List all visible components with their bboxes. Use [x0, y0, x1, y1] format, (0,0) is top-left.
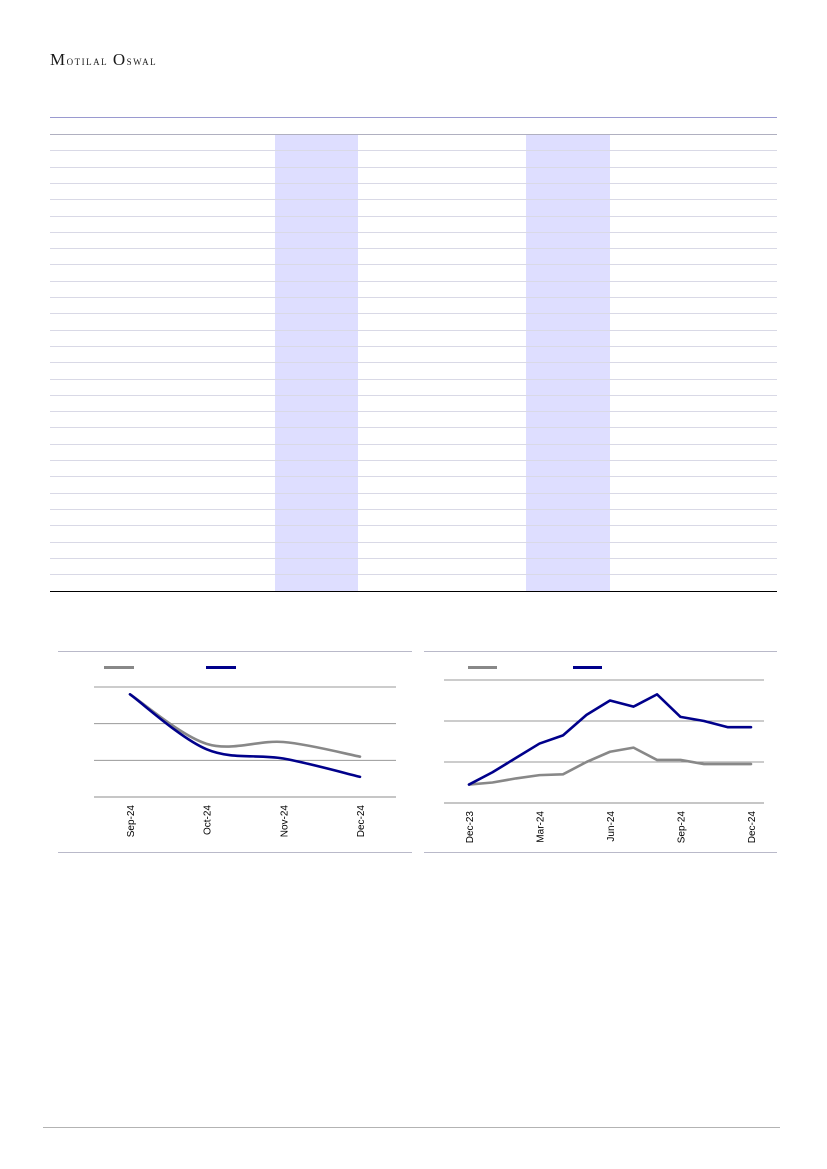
x-tick-label: Jun-24	[606, 811, 617, 842]
x-tick-label: Dec-23	[465, 811, 476, 844]
chart-right-plot: Dec-23 Mar-24 Jun-24 Sep-24 Dec-24	[444, 679, 764, 844]
table-row-rule	[50, 264, 777, 266]
x-tick-label: Sep-24	[126, 805, 137, 838]
x-tick-label: Nov-24	[279, 805, 290, 838]
table-bottom-rule	[50, 591, 777, 592]
legend-swatch-gray	[104, 666, 134, 669]
table-row-rule	[50, 182, 777, 184]
table-row-rule	[50, 345, 777, 347]
table-row-rule	[50, 362, 777, 364]
chart-left-plot: Sep-24 Oct-24 Nov-24 Dec-24	[94, 686, 396, 838]
table-top-rule	[50, 117, 777, 118]
series-line-navy	[128, 693, 362, 779]
table-row-rule	[50, 248, 777, 250]
chart-left-top-border	[58, 651, 412, 652]
footer-rule	[43, 1127, 780, 1128]
x-tick-label: Oct-24	[203, 805, 214, 835]
table-row-rule	[50, 427, 777, 429]
table-row-rule	[50, 476, 777, 478]
table-row-rule	[50, 557, 777, 559]
table-row-rule	[50, 150, 777, 152]
x-tick-label: Sep-24	[677, 811, 688, 844]
legend-swatch-gray	[468, 666, 497, 669]
x-tick-label: Dec-24	[356, 805, 367, 838]
series-line-gray	[467, 746, 753, 786]
x-tick-label: Mar-24	[536, 811, 547, 843]
table-row-rule	[50, 199, 777, 201]
chart-right-top-border	[424, 651, 777, 652]
table-row-rule	[50, 492, 777, 494]
table-row-rule	[50, 280, 777, 282]
table-row-rule	[50, 378, 777, 380]
brand-word-2: swal	[126, 53, 158, 68]
table-row-rule	[50, 231, 777, 233]
brand-initial-2: O	[112, 50, 127, 69]
table-row-rule	[50, 411, 777, 413]
chart-right: Dec-23 Mar-24 Jun-24 Sep-24 Dec-24	[424, 651, 777, 853]
chart-left: Sep-24 Oct-24 Nov-24 Dec-24	[58, 651, 412, 853]
table-row-rule	[50, 166, 777, 168]
table-row-rule	[50, 460, 777, 461]
brand-word-1: otilal	[66, 53, 109, 68]
brand-logo: Motilal Oswal	[50, 50, 157, 70]
table-row-rule	[50, 134, 777, 135]
x-tick-label: Dec-24	[747, 811, 758, 844]
table-row-rule	[50, 574, 777, 576]
legend-swatch-navy	[206, 666, 236, 669]
table-row-rule	[50, 329, 777, 331]
legend-swatch-navy	[573, 666, 602, 669]
table-row-rule	[50, 313, 777, 315]
table-row-rule	[50, 215, 777, 217]
table-row-rule	[50, 508, 777, 510]
table-row-rule	[50, 525, 777, 527]
chart-right-bottom-border	[424, 852, 777, 853]
data-table	[50, 117, 777, 592]
series-line-navy	[467, 693, 753, 786]
chart-left-bottom-border	[58, 852, 412, 853]
table-row-rule	[50, 394, 777, 396]
brand-initial-1: M	[50, 50, 67, 69]
table-row-rule	[50, 541, 777, 543]
table-row-rule	[50, 297, 777, 298]
table-row-rule	[50, 443, 777, 445]
series-line-gray	[128, 693, 362, 758]
